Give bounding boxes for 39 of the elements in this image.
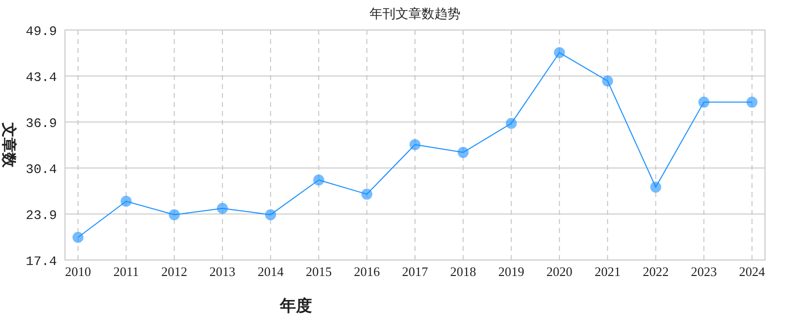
x-tick-label: 2024 (739, 264, 766, 279)
point (458, 146, 469, 158)
point (410, 139, 420, 150)
point (216, 202, 228, 214)
y-tick-label: 30.4 (26, 162, 58, 177)
x-tick-label: 2010 (65, 264, 91, 279)
y-tick-label: 49.9 (26, 24, 57, 39)
x-tick-label: 2013 (209, 264, 236, 279)
point (746, 96, 758, 108)
point (650, 182, 662, 193)
x-tick-label: 2018 (450, 264, 476, 279)
x-tick-label: 2012 (161, 264, 188, 279)
x-axis-title: 年度 (279, 296, 312, 315)
x-tick-label: 2023 (690, 264, 717, 279)
point (265, 209, 276, 220)
x-tick-label: 2019 (498, 264, 524, 279)
point (361, 188, 372, 200)
chart-title: 年刊文章数趋势 (370, 6, 460, 21)
point (72, 232, 84, 243)
y-tick-label: 17.4 (26, 254, 58, 269)
x-tick-label: 2011 (113, 264, 139, 279)
x-tick-label: 2021 (594, 264, 621, 279)
y-tick-label: 23.9 (26, 208, 57, 223)
point (506, 118, 517, 129)
x-tick-label: 2015 (306, 264, 332, 279)
x-tick-label: 2014 (258, 264, 284, 279)
x-tick-label: 2016 (354, 264, 380, 279)
y-tick-label: 43.4 (26, 70, 58, 85)
y-tick-label: 36.9 (26, 116, 57, 131)
point (168, 209, 180, 220)
point (698, 96, 710, 108)
point (313, 174, 324, 186)
point (602, 75, 614, 86)
point (120, 196, 132, 207)
point (554, 47, 565, 58)
y-axis-title: 文章数 (0, 122, 18, 168)
x-tick-label: 2022 (642, 264, 669, 279)
x-tick-label: 2017 (402, 264, 428, 279)
x-tick-label: 2020 (546, 264, 572, 279)
